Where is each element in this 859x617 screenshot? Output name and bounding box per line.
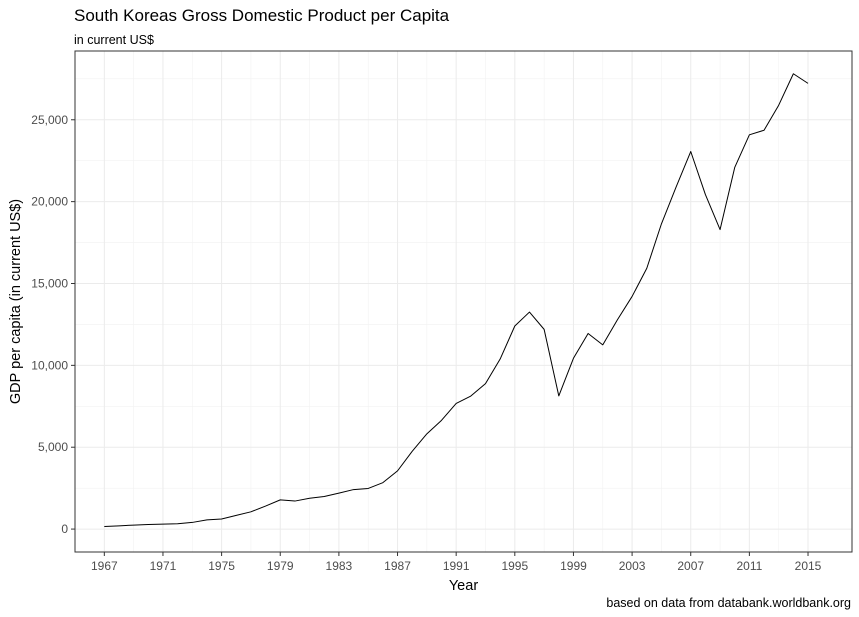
y-axis-title: GDP per capita (in current US$) (8, 199, 24, 404)
x-tick-label: 1975 (208, 559, 235, 573)
x-tick-label: 1979 (267, 559, 294, 573)
x-tick-label: 1971 (150, 559, 177, 573)
chart-caption: based on data from databank.worldbank.or… (606, 596, 851, 610)
x-tick-label: 2003 (619, 559, 646, 573)
x-tick-label: 2015 (795, 559, 822, 573)
y-axis-ticks: 0 5,000 10,000 15,000 20,000 25,000 (31, 113, 75, 536)
major-grid (75, 51, 852, 552)
x-axis-title: Year (449, 578, 478, 594)
gdp-series-line (104, 73, 809, 527)
x-tick-label: 2011 (736, 559, 762, 573)
chart-subtitle: in current US$ (74, 33, 154, 47)
x-tick-label: 2007 (677, 559, 704, 573)
y-tick-label: 20,000 (31, 195, 68, 209)
x-tick-label: 1967 (91, 559, 118, 573)
y-tick-label: 5,000 (38, 440, 68, 454)
y-tick-label: 0 (61, 522, 68, 536)
x-tick-label: 1983 (326, 559, 353, 573)
chart-title: South Koreas Gross Domestic Product per … (74, 6, 450, 25)
series-group (104, 73, 809, 527)
x-tick-label: 1987 (384, 559, 411, 573)
x-tick-label: 1999 (560, 559, 587, 573)
x-axis-ticks: 1967 1971 1975 1979 1983 1987 1991 1995 1999 2003… (91, 552, 822, 573)
x-tick-label: 1991 (443, 559, 470, 573)
y-tick-label: 25,000 (31, 113, 68, 127)
x-tick-label: 1995 (501, 559, 528, 573)
y-tick-label: 10,000 (31, 358, 68, 372)
minor-grid (75, 51, 852, 552)
panel-border (74, 50, 853, 553)
y-tick-label: 15,000 (31, 276, 68, 290)
